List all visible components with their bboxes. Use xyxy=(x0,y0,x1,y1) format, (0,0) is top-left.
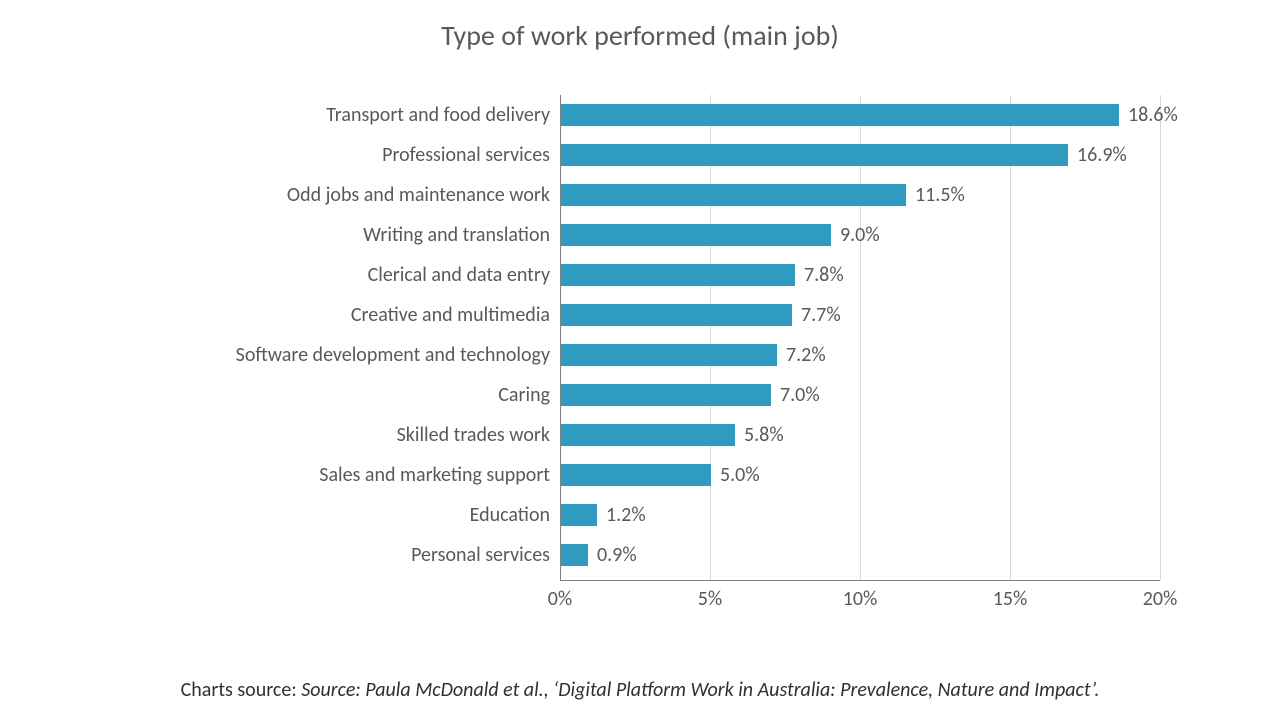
category-label: Odd jobs and maintenance work xyxy=(10,183,550,207)
value-label: 9.0% xyxy=(840,223,880,247)
value-label: 7.0% xyxy=(780,383,820,407)
x-tick-label: 0% xyxy=(548,587,572,611)
bar-row: Software development and technology7.2% xyxy=(560,335,1160,375)
bar-row: Education1.2% xyxy=(560,495,1160,535)
bar xyxy=(561,144,1068,166)
bar xyxy=(561,304,792,326)
bar xyxy=(561,264,795,286)
x-tick-label: 5% xyxy=(698,587,722,611)
bar-row: Caring7.0% xyxy=(560,375,1160,415)
bar xyxy=(561,504,597,526)
category-label: Writing and translation xyxy=(10,223,550,247)
value-label: 11.5% xyxy=(915,183,965,207)
category-label: Software development and technology xyxy=(10,343,550,367)
value-label: 5.8% xyxy=(744,423,784,447)
value-label: 18.6% xyxy=(1128,103,1178,127)
bar-row: Professional services16.9% xyxy=(560,135,1160,175)
source-prefix: Charts source: xyxy=(181,678,302,702)
value-label: 0.9% xyxy=(597,543,637,567)
bar xyxy=(561,424,735,446)
x-tick-label: 10% xyxy=(843,587,878,611)
category-label: Skilled trades work xyxy=(10,423,550,447)
bar-row: Clerical and data entry7.8% xyxy=(560,255,1160,295)
value-label: 7.2% xyxy=(786,343,826,367)
source-citation: Source: Paula McDonald et al., ‘Digital … xyxy=(301,678,1099,702)
bar xyxy=(561,464,711,486)
x-tick-label: 20% xyxy=(1143,587,1178,611)
bar xyxy=(561,224,831,246)
x-axis xyxy=(560,580,1160,581)
bar xyxy=(561,184,906,206)
value-label: 5.0% xyxy=(720,463,760,487)
bar xyxy=(561,544,588,566)
bar xyxy=(561,344,777,366)
value-label: 1.2% xyxy=(606,503,646,527)
bar-row: Skilled trades work5.8% xyxy=(560,415,1160,455)
plot-area: 0%5%10%15%20%Transport and food delivery… xyxy=(560,95,1160,615)
category-label: Professional services xyxy=(10,143,550,167)
category-label: Caring xyxy=(10,383,550,407)
value-label: 7.7% xyxy=(801,303,841,327)
category-label: Creative and multimedia xyxy=(10,303,550,327)
chart-source: Charts source: Source: Paula McDonald et… xyxy=(0,678,1280,702)
category-label: Education xyxy=(10,503,550,527)
bar-row: Sales and marketing support5.0% xyxy=(560,455,1160,495)
bar xyxy=(561,104,1119,126)
value-label: 16.9% xyxy=(1077,143,1127,167)
category-label: Transport and food delivery xyxy=(10,103,550,127)
bar-row: Odd jobs and maintenance work11.5% xyxy=(560,175,1160,215)
x-tick-label: 15% xyxy=(993,587,1028,611)
chart-title: Type of work performed (main job) xyxy=(0,18,1280,53)
bar-row: Creative and multimedia7.7% xyxy=(560,295,1160,335)
value-label: 7.8% xyxy=(804,263,844,287)
category-label: Personal services xyxy=(10,543,550,567)
bar-row: Transport and food delivery18.6% xyxy=(560,95,1160,135)
gridline xyxy=(1160,95,1161,580)
bar xyxy=(561,384,771,406)
bar-row: Personal services0.9% xyxy=(560,535,1160,575)
category-label: Sales and marketing support xyxy=(10,463,550,487)
bar-row: Writing and translation9.0% xyxy=(560,215,1160,255)
category-label: Clerical and data entry xyxy=(10,263,550,287)
